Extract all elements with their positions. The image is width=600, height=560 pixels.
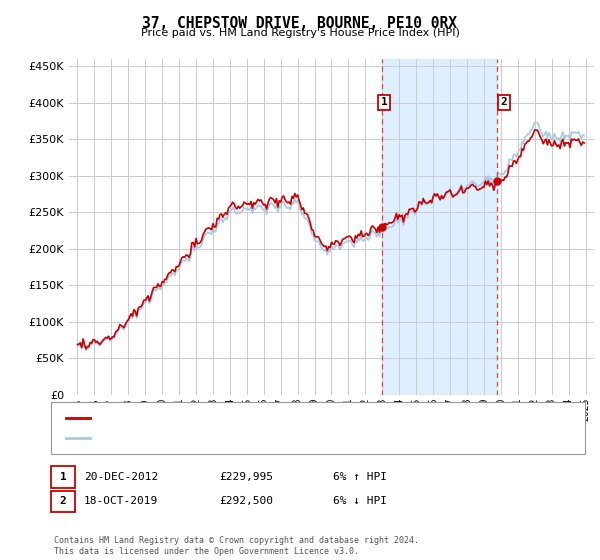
Text: HPI: Average price, detached house, South Kesteven: HPI: Average price, detached house, Sout… <box>99 433 393 443</box>
Text: 1: 1 <box>381 97 388 108</box>
Text: 2: 2 <box>59 496 67 506</box>
Text: Contains HM Land Registry data © Crown copyright and database right 2024.
This d: Contains HM Land Registry data © Crown c… <box>54 536 419 556</box>
Text: 20-DEC-2012: 20-DEC-2012 <box>84 472 158 482</box>
Text: 2: 2 <box>500 97 508 108</box>
Text: 6% ↓ HPI: 6% ↓ HPI <box>333 496 387 506</box>
Text: 37, CHEPSTOW DRIVE, BOURNE, PE10 0RX: 37, CHEPSTOW DRIVE, BOURNE, PE10 0RX <box>143 16 458 31</box>
Text: 37, CHEPSTOW DRIVE, BOURNE, PE10 0RX (detached house): 37, CHEPSTOW DRIVE, BOURNE, PE10 0RX (de… <box>99 413 410 423</box>
Text: 1: 1 <box>59 472 67 482</box>
Bar <box>382 59 497 395</box>
Text: Price paid vs. HM Land Registry's House Price Index (HPI): Price paid vs. HM Land Registry's House … <box>140 28 460 38</box>
Text: 6% ↑ HPI: 6% ↑ HPI <box>333 472 387 482</box>
Text: 18-OCT-2019: 18-OCT-2019 <box>84 496 158 506</box>
Text: £229,995: £229,995 <box>219 472 273 482</box>
Text: £292,500: £292,500 <box>219 496 273 506</box>
